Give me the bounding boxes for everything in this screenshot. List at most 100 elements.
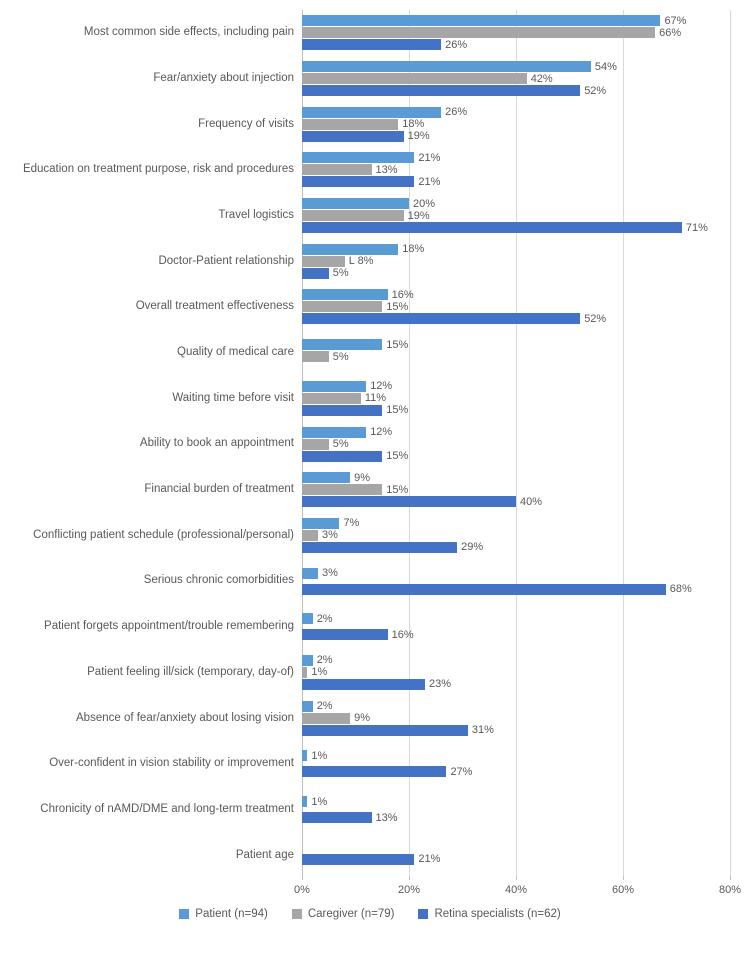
bar-group: 15%5% (302, 330, 730, 376)
bar-specialist (302, 39, 441, 50)
category-label: Quality of medical care (10, 346, 302, 359)
bar-line: 13% (302, 164, 730, 176)
bar-caregiver (302, 301, 382, 312)
bar-value: 2% (317, 613, 333, 625)
category-row: Ability to book an appointment12%5%15% (10, 421, 730, 467)
category-label: Over-confident in vision stability or im… (10, 757, 302, 770)
x-tick-mark (302, 876, 303, 880)
bar-line: 15% (302, 404, 730, 416)
x-tick-mark (409, 876, 410, 880)
bar-value: 18% (402, 243, 424, 255)
bar-value: 26% (445, 106, 467, 118)
bar-value: 3% (322, 529, 338, 541)
bar-line: 21% (302, 152, 730, 164)
bar-group: 20%19%71% (302, 193, 730, 239)
bar-line: 68% (302, 583, 730, 595)
category-row: Travel logistics20%19%71% (10, 193, 730, 239)
category-label: Financial burden of treatment (10, 483, 302, 496)
bar-value: 21% (418, 853, 440, 865)
bar-value: 15% (386, 404, 408, 416)
bar-value: 13% (376, 164, 398, 176)
legend-swatch (418, 909, 428, 919)
bar-patient (302, 15, 660, 26)
legend-swatch (179, 909, 189, 919)
bar-value: 21% (418, 152, 440, 164)
bar-line: 21% (302, 176, 730, 188)
bar-group: 21%13%21% (302, 147, 730, 193)
bar-line: 23% (302, 678, 730, 690)
bar-value: 5% (333, 438, 349, 450)
bar-group: 3%68% (302, 558, 730, 604)
x-tick-mark (623, 876, 624, 880)
bar-line: 29% (302, 541, 730, 553)
category-label: Patient feeling ill/sick (temporary, day… (10, 666, 302, 679)
bar-line: 40% (302, 496, 730, 508)
bar-group: 7%3% 29% (302, 513, 730, 559)
category-label: Serious chronic comorbidities (10, 574, 302, 587)
legend-item: Caregiver (n=79) (292, 908, 395, 920)
bar-line: 66% (302, 27, 730, 39)
legend-swatch (292, 909, 302, 919)
bar-line: 2% (302, 700, 730, 712)
bar-caregiver (302, 164, 372, 175)
bar-value: 3% (322, 567, 338, 579)
bar-patient (302, 427, 366, 438)
bar-specialist (302, 405, 382, 416)
category-row: Education on treatment purpose, risk and… (10, 147, 730, 193)
bar-value: 27% (450, 766, 472, 778)
bar-group: 2%9%31% (302, 695, 730, 741)
bar-line: 1% (302, 796, 730, 808)
bar-line: 9% (302, 472, 730, 484)
bar-value: 12% (370, 380, 392, 392)
bar-group: 12%5%15% (302, 421, 730, 467)
bar-line: 71% (302, 222, 730, 234)
legend-label: Retina specialists (n=62) (434, 908, 560, 920)
bar-patient (302, 339, 382, 350)
bar-caregiver (302, 351, 329, 362)
bar-value: 1% (311, 796, 327, 808)
category-label: Most common side effects, including pain (10, 26, 302, 39)
x-tick-label: 20% (398, 884, 420, 896)
category-row: Patient feeling ill/sick (temporary, day… (10, 650, 730, 696)
category-label: Travel logistics (10, 209, 302, 222)
bar-value: 5% (333, 267, 349, 279)
category-row: Financial burden of treatment9%15%40% (10, 467, 730, 513)
x-axis: 0%20%40%60%80% (302, 880, 730, 904)
bar-value: 20% (413, 198, 435, 210)
bar-value: 1% (311, 666, 327, 678)
category-label: Patient forgets appointment/trouble reme… (10, 620, 302, 633)
bar-patient (302, 152, 414, 163)
bar-value: 18% (402, 118, 424, 130)
bar-specialist (302, 766, 446, 777)
bar-group: 2%1%23% (302, 650, 730, 696)
bar-line: 13% (302, 812, 730, 824)
bar-specialist (302, 451, 382, 462)
bar-patient (302, 472, 350, 483)
bar-line: 15% (302, 339, 730, 351)
bar-specialist (302, 854, 414, 865)
legend-item: Retina specialists (n=62) (418, 908, 560, 920)
x-tick-label: 0% (294, 884, 310, 896)
category-label: Chronicity of nAMD/DME and long-term tre… (10, 803, 302, 816)
bar-line: 9% (302, 712, 730, 724)
category-label: Frequency of visits (10, 118, 302, 131)
bar-rows: Most common side effects, including pain… (10, 10, 730, 878)
bar-line: 42% (302, 73, 730, 85)
bar-patient (302, 613, 313, 624)
category-label: Doctor-Patient relationship (10, 255, 302, 268)
category-label: Overall treatment effectiveness (10, 300, 302, 313)
bar-value: 26% (445, 39, 467, 51)
category-row: Overall treatment effectiveness16%15%52% (10, 284, 730, 330)
category-row: Fear/anxiety about injection54%42%52% (10, 56, 730, 102)
category-label: Education on treatment purpose, risk and… (10, 163, 302, 176)
bar-specialist (302, 812, 372, 823)
bar-specialist (302, 629, 388, 640)
bar-value: 15% (386, 301, 408, 313)
bar-specialist (302, 679, 425, 690)
legend-label: Patient (n=94) (195, 908, 268, 920)
bar-group: 67%66%26% (302, 10, 730, 56)
bar-specialist (302, 584, 666, 595)
bar-patient (302, 518, 339, 529)
bar-value: 29% (461, 541, 483, 553)
bar-line: 7% (302, 517, 730, 529)
